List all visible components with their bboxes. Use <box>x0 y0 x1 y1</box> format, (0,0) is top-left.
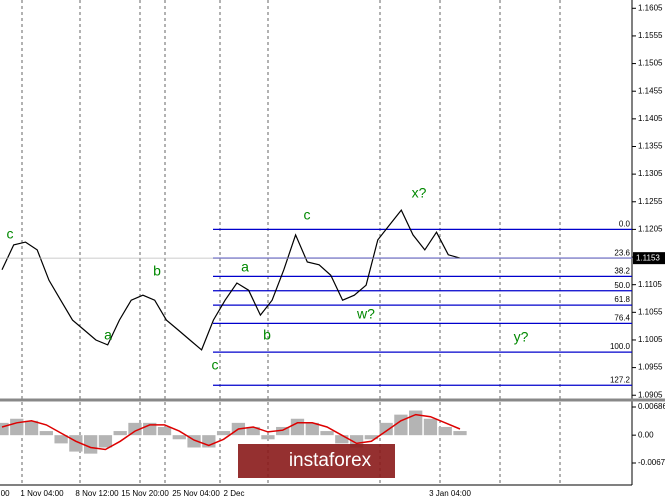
histogram-bar <box>24 420 39 436</box>
histogram-bar <box>54 435 68 444</box>
fib-label: 61.8 <box>614 295 630 304</box>
fib-label: 100.0 <box>610 342 631 351</box>
histogram-bar <box>128 422 142 436</box>
histogram-bar <box>216 431 231 436</box>
y-tick-label: 1.1305 <box>638 169 663 178</box>
fib-label: 0.0 <box>619 220 631 229</box>
wave-label: x? <box>412 185 427 201</box>
wave-label: c <box>7 226 14 242</box>
histogram-bar <box>379 422 393 436</box>
x-tick-label: 3 Jan 04:00 <box>429 489 471 498</box>
histogram-bar <box>172 435 186 440</box>
histogram-bar <box>305 422 319 436</box>
time-grid <box>21 0 561 485</box>
histogram-bar <box>246 426 260 436</box>
histogram-bar <box>290 418 305 436</box>
histogram-bar <box>10 418 24 436</box>
histogram-bar <box>423 418 438 436</box>
last-price-box <box>633 252 665 265</box>
wave-label: w? <box>356 306 375 322</box>
histogram-bar <box>0 422 9 436</box>
histogram-bar <box>276 426 290 436</box>
histogram-bar <box>453 431 467 436</box>
y-tick-label: 1.1055 <box>638 307 663 316</box>
y-tick-label: 1.0905 <box>638 390 663 399</box>
y-tick-label: 1.0955 <box>638 363 663 372</box>
histogram-bar <box>364 435 379 440</box>
y-tick-label: 1.1105 <box>638 280 662 289</box>
histogram-bar <box>113 431 127 436</box>
histogram-bar <box>157 426 172 436</box>
fib-label: 23.6 <box>614 248 630 257</box>
y-tick-label: 1.1255 <box>638 197 663 206</box>
y-tick-label: 1.1455 <box>638 86 663 95</box>
y-tick-label: 1.1605 <box>638 3 663 12</box>
histogram-bar <box>98 435 113 448</box>
y-tick-label: 0.00686 <box>638 402 665 411</box>
x-tick-label: 15 Nov 20:00 <box>121 489 169 498</box>
y-tick-label: 0.00 <box>638 430 654 439</box>
wave-label: a <box>104 327 112 343</box>
histogram-bar <box>438 426 452 436</box>
y-tick-label: 1.1555 <box>638 31 663 40</box>
wave-label: c <box>212 357 219 373</box>
y-tick-label: 1.1355 <box>638 142 663 151</box>
price-line <box>1 208 461 351</box>
x-tick-label: 1 Nov 04:00 <box>20 489 64 498</box>
x-tick-label: :00 <box>0 489 10 498</box>
watermark-box <box>238 444 395 478</box>
watermark: instaforex <box>289 450 372 471</box>
x-tick-label: 2 Dec <box>224 489 245 498</box>
y-tick-label: 1.1505 <box>638 59 663 68</box>
histogram-bar <box>261 435 275 440</box>
histogram-bar <box>83 435 98 454</box>
fib-label: 76.4 <box>614 313 630 322</box>
y-tick-label: 1.1005 <box>638 335 663 344</box>
x-tick-label: 25 Nov 04:00 <box>172 489 220 498</box>
histogram-bar <box>335 435 349 444</box>
signal-line <box>1 413 461 451</box>
histogram-bar <box>320 431 334 436</box>
fib-label: 50.0 <box>614 281 630 290</box>
last-price-label: 1.1153 <box>636 253 660 262</box>
histogram-bar <box>39 431 53 436</box>
wave-label: b <box>153 263 161 279</box>
y-tick-label: 1.1405 <box>638 114 663 123</box>
wave-label: a <box>241 259 249 275</box>
x-tick-label: 8 Nov 12:00 <box>75 489 119 498</box>
wave-label: b <box>263 327 271 343</box>
fib-label: 38.2 <box>614 266 630 275</box>
wave-label: y? <box>514 329 529 345</box>
y-tick-label: -0.00678 <box>638 458 665 467</box>
wave-label: c <box>304 207 311 223</box>
fib-label: 127.2 <box>610 375 631 384</box>
y-tick-label: 1.1205 <box>638 225 663 234</box>
